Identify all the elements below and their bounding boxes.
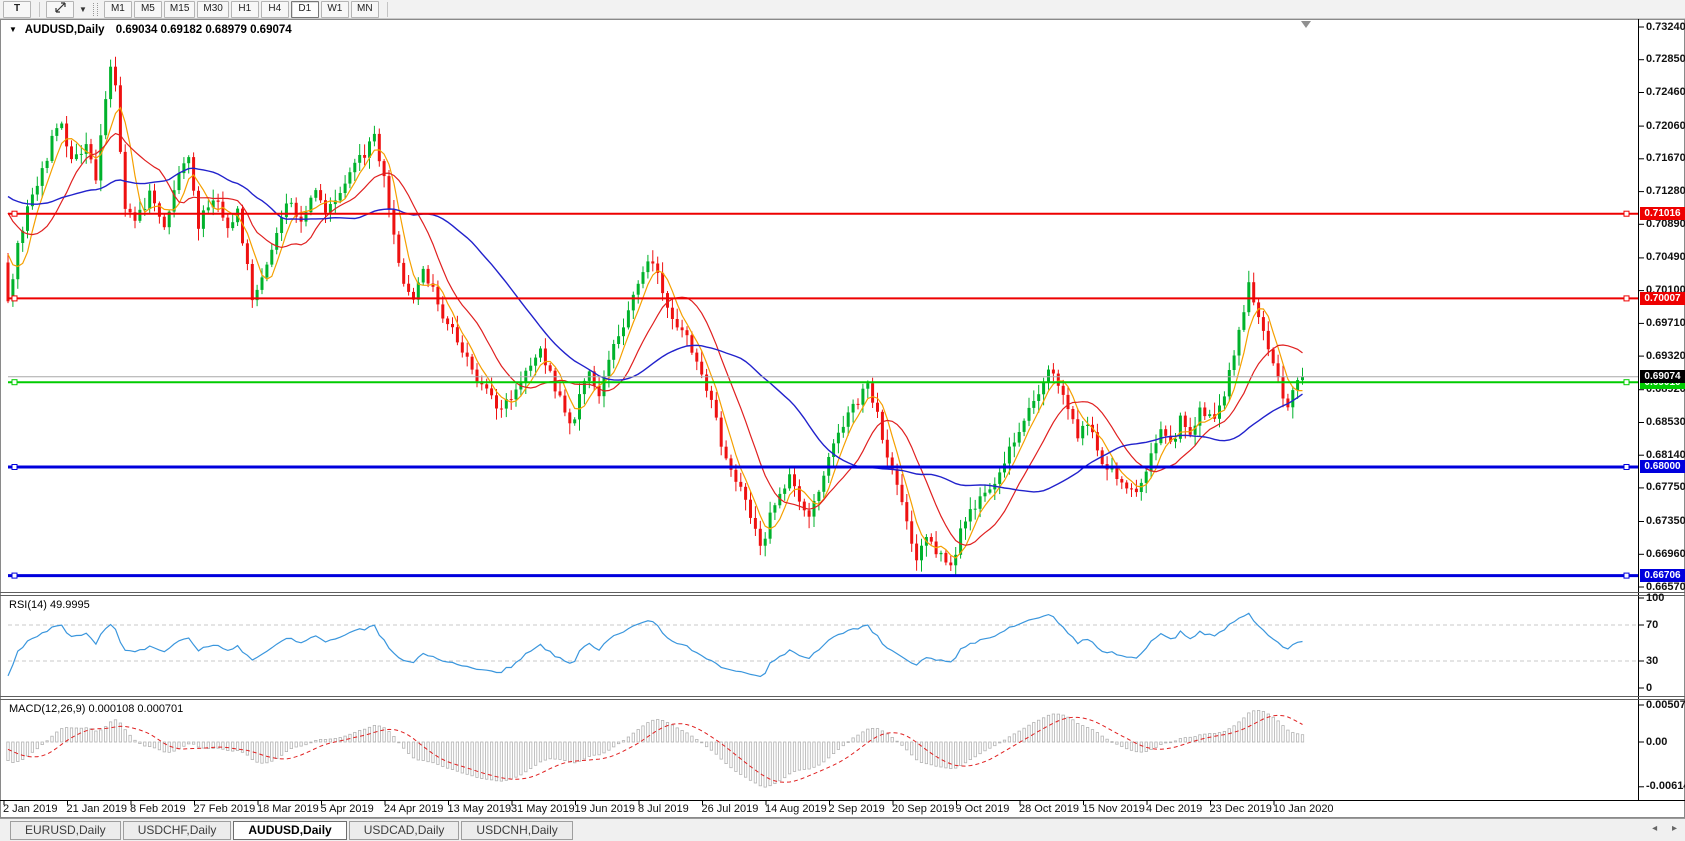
date-tick-label: 23 Dec 2019 [1209, 803, 1272, 815]
price-tick-label: 0.67750 [1646, 481, 1685, 494]
dropdown-arrow-icon[interactable]: ▼ [79, 4, 87, 14]
timeframe-m15-button[interactable]: M15 [163, 0, 196, 18]
date-tick-label: 8 Feb 2019 [130, 803, 186, 815]
price-tick-label: 0.72850 [1646, 53, 1685, 66]
price-tick-label: 0.71280 [1646, 185, 1685, 198]
timeframe-h1-button[interactable]: H1 [230, 0, 259, 18]
date-tick-label: 20 Sep 2019 [892, 803, 955, 815]
toolbar-separator [39, 1, 40, 17]
arrange-arrows-icon [54, 1, 66, 13]
timeframe-m30-button[interactable]: M30 [197, 0, 229, 18]
chart-tab-bar: EURUSD,Daily USDCHF,Daily AUDUSD,Daily USDC… [0, 818, 1685, 841]
price-line-badge: 0.69074 [1640, 370, 1685, 384]
arrange-tool-button[interactable] [46, 0, 74, 18]
price-line-badge: 0.68000 [1640, 460, 1685, 474]
date-tick-label: 4 Dec 2019 [1146, 803, 1203, 815]
date-tick-label: 19 Jun 2019 [574, 803, 636, 815]
price-tick-label: 0.72060 [1646, 119, 1685, 132]
tab-usdcnh[interactable]: USDCNH,Daily [461, 820, 573, 840]
date-tick-label: 10 Jan 2020 [1273, 803, 1334, 815]
chart-title: ▼ AUDUSD,Daily 0.69034 0.69182 0.68979 0… [9, 24, 292, 36]
price-tick-label: 0.68530 [1646, 415, 1685, 428]
date-tick-label: 2 Sep 2019 [828, 803, 885, 815]
chart-window[interactable] [0, 19, 1685, 818]
date-tick-label: 13 May 2019 [447, 803, 512, 815]
date-tick-label: 14 Aug 2019 [765, 803, 827, 815]
rsi-label: RSI(14) 49.9995 [9, 599, 90, 611]
price-tick-label: 0.67350 [1646, 515, 1685, 528]
timeframe-w1-button[interactable]: W1 [320, 0, 349, 18]
date-tick-label: 31 May 2019 [511, 803, 575, 815]
tab-scroll-arrows: ◂ ▸ [1640, 823, 1677, 834]
top-toolbar: T ▼ M1 M5 M15 M30 H1 H4 D1 W1 MN [0, 0, 1685, 19]
rsi-tick-label: 70 [1646, 618, 1659, 631]
macd-tick-label: -0.006148 [1646, 780, 1685, 793]
price-tick-label: 0.70890 [1646, 217, 1685, 230]
chart-tabs: EURUSD,Daily USDCHF,Daily AUDUSD,Daily USDC… [10, 820, 575, 840]
date-tick-label: 18 Mar 2019 [257, 803, 319, 815]
price-tick-label: 0.66570 [1646, 580, 1685, 593]
date-tick-label: 28 Oct 2019 [1019, 803, 1079, 815]
price-tick-label: 0.72460 [1646, 85, 1685, 98]
timeframe-m1-button[interactable]: M1 [103, 0, 132, 18]
price-line-badge: 0.70007 [1640, 291, 1685, 305]
date-tick-label: 5 Apr 2019 [320, 803, 374, 815]
price-tick-label: 0.70490 [1646, 251, 1685, 264]
toolbar-separator [386, 1, 388, 17]
date-tick-label: 21 Jan 2019 [66, 803, 128, 815]
tab-usdchf[interactable]: USDCHF,Daily [122, 820, 232, 840]
date-tick-label: 27 Feb 2019 [193, 803, 256, 815]
date-tick-label: 15 Nov 2019 [1082, 803, 1145, 815]
date-tick-label: 2 Jan 2019 [3, 803, 58, 815]
macd-label: MACD(12,26,9) 0.000108 0.000701 [9, 703, 184, 715]
timeframe-d1-button[interactable]: D1 [290, 0, 319, 18]
date-tick-label: 24 Apr 2019 [384, 803, 444, 815]
text-tool-button[interactable]: T [3, 0, 31, 18]
macd-tick-label: 0.00 [1646, 735, 1668, 748]
price-line-badge: 0.71016 [1640, 207, 1685, 221]
macd-tick-label: 0.005076 [1646, 698, 1685, 711]
tab-audusd[interactable]: AUDUSD,Daily [233, 820, 347, 840]
title-collapse-icon[interactable]: ▼ [9, 25, 17, 34]
price-tick-label: 0.71670 [1646, 152, 1685, 165]
date-tick-label: 26 Jul 2019 [701, 803, 759, 815]
date-tick-label: 9 Oct 2019 [955, 803, 1010, 815]
tab-eurusd[interactable]: EURUSD,Daily [10, 820, 121, 840]
timeframe-h4-button[interactable]: H4 [260, 0, 289, 18]
date-tick-label: 8 Jul 2019 [638, 803, 689, 815]
price-tick-label: 0.68140 [1646, 448, 1685, 461]
tab-usdcad[interactable]: USDCAD,Daily [348, 820, 460, 840]
tab-scroll-left-icon[interactable]: ◂ [1652, 823, 1658, 834]
chart-symbol-period: AUDUSD,Daily [24, 24, 105, 36]
timeframe-mn-button[interactable]: MN [350, 0, 379, 18]
chart-ohlc-values: 0.69034 0.69182 0.68979 0.69074 [115, 24, 292, 36]
price-tick-label: 0.69710 [1646, 316, 1685, 329]
timeframe-button-group: M1 M5 M15 M30 H1 H4 D1 W1 MN [103, 0, 381, 18]
price-tick-label: 0.66960 [1646, 547, 1685, 560]
timeframe-m5-button[interactable]: M5 [133, 0, 162, 18]
rsi-tick-label: 100 [1646, 591, 1665, 604]
toolbar-grip [92, 2, 98, 16]
rsi-tick-label: 30 [1646, 654, 1659, 667]
price-tick-label: 0.69320 [1646, 349, 1685, 362]
tab-scroll-right-icon[interactable]: ▸ [1671, 823, 1677, 834]
price-tick-label: 0.73240 [1646, 20, 1685, 33]
price-line-badge: 0.66706 [1640, 569, 1685, 583]
rsi-tick-label: 0 [1646, 681, 1653, 694]
